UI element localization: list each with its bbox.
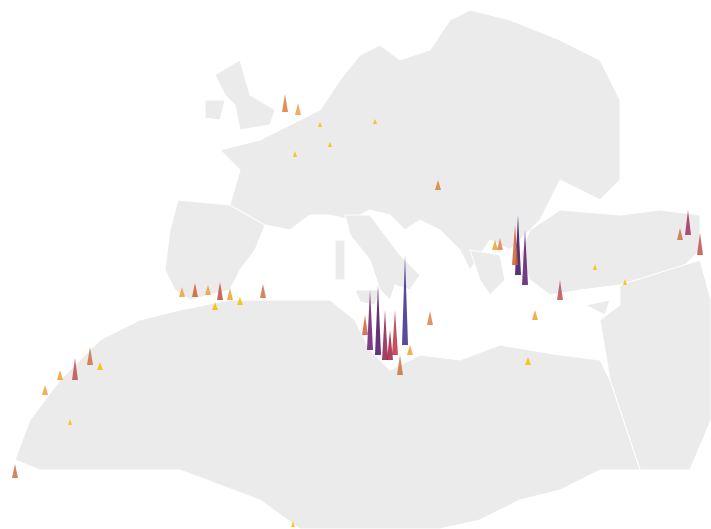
spike [623,279,627,285]
spike [375,285,381,355]
land [14,9,711,529]
spike [227,288,233,300]
spike [237,297,243,305]
spike [522,230,528,285]
cyprus [583,299,611,316]
spike [260,284,266,298]
spike [57,370,63,380]
sardinia-corsica [334,239,346,281]
spike [217,282,223,300]
middle-east [599,259,711,471]
spike [362,315,368,335]
spike [97,362,103,370]
spike [402,255,408,345]
spike [593,264,597,270]
spike [677,228,683,240]
spike [291,521,295,527]
spike [12,464,18,478]
spike [87,347,93,365]
spike [318,122,322,127]
spike [295,103,301,115]
spike [525,357,531,365]
north-africa [14,299,641,529]
spike [373,119,377,124]
spike [42,385,48,395]
spike [179,287,185,297]
great-britain [214,59,276,131]
spike [72,358,78,380]
spike [367,290,373,350]
spike [192,283,198,297]
spike [512,225,518,265]
ireland [204,99,226,121]
spike [697,233,703,255]
spike [282,94,288,112]
spike [427,311,433,325]
spike [492,240,498,250]
spike [685,210,691,235]
spike [397,355,403,375]
spike [387,330,393,360]
spike [68,419,72,425]
spike [382,310,388,360]
europe [219,9,621,271]
spike [205,285,211,295]
italy [344,214,421,301]
spikes [12,94,703,527]
spike [328,142,332,147]
spike [212,302,218,310]
spike [497,238,503,250]
spike [557,280,563,300]
spike [532,310,538,320]
sicily [354,289,381,306]
greece [469,249,506,296]
spike [435,180,441,190]
spike [407,345,413,355]
spike [392,310,398,355]
spike [293,151,297,157]
